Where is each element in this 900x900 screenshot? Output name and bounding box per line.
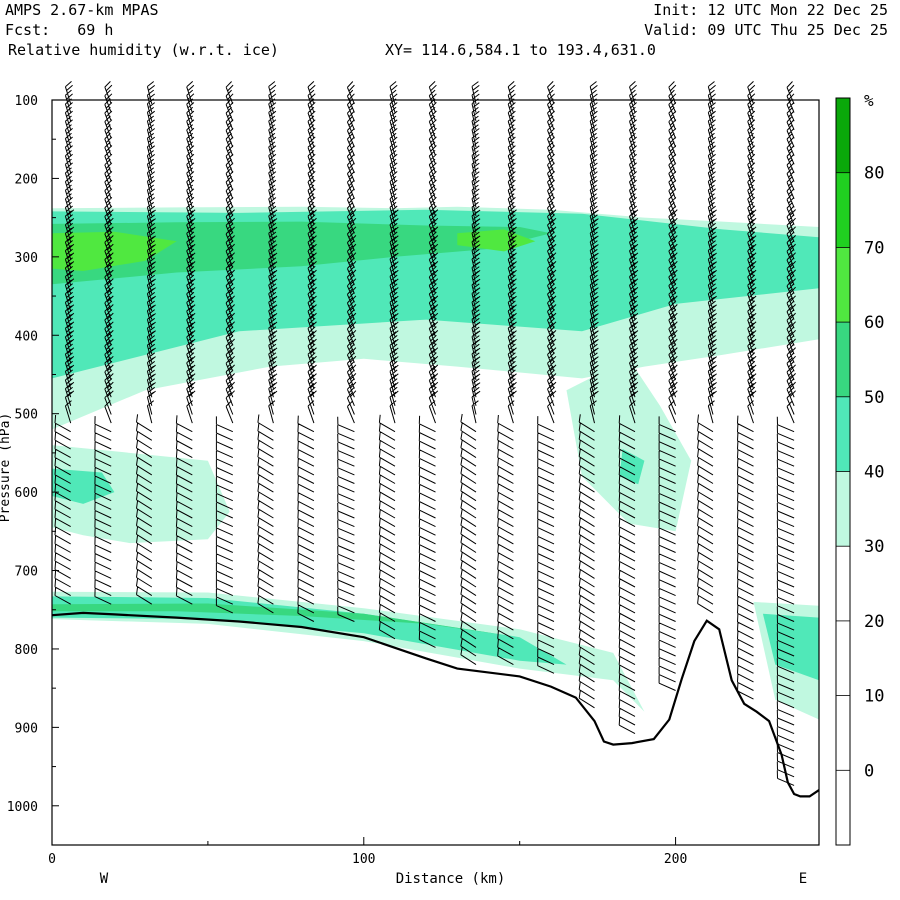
rh-region-70 — [457, 229, 536, 252]
x-axis-label: Distance (km) — [396, 871, 506, 887]
east-label: E — [799, 871, 807, 887]
wind-barb-column — [737, 81, 757, 700]
colorbar-unit: % — [864, 91, 874, 110]
rh-region-70 — [52, 231, 177, 271]
wind-barb-column — [94, 81, 114, 605]
colorbar-swatch — [836, 546, 850, 621]
colorbar-label: 30 — [864, 537, 884, 557]
colorbar-swatch — [836, 98, 850, 173]
wind-barb-column — [697, 81, 717, 614]
xy-range: XY= 114.6,584.1 to 193.4,631.0 — [385, 41, 656, 59]
wind-profile — [297, 81, 317, 622]
colorbar: 0 10 20 30 40 50 60 70 80% — [835, 91, 884, 846]
y-tick-label: 100 — [15, 94, 38, 109]
y-axis-label: Pressure (hPa) — [0, 413, 13, 523]
colorbar-swatch — [836, 620, 850, 696]
wind-profile — [658, 81, 678, 691]
wind-profile — [497, 81, 517, 666]
x-tick-label: 0 — [48, 852, 56, 867]
rh-region-40 — [566, 358, 692, 532]
y-tick-label: 900 — [15, 721, 38, 736]
wind-barb-column — [136, 81, 156, 605]
colorbar-label: 50 — [864, 388, 884, 408]
wind-barb-column — [378, 81, 399, 640]
y-tick-label: 700 — [15, 565, 38, 580]
wind-profile — [257, 81, 278, 614]
wind-barb-column — [658, 81, 678, 691]
wind-barb-column — [776, 81, 796, 786]
colorbar-swatch — [836, 396, 850, 472]
axes: 100 200 300 400 500 600 700 800 900 1000 0 100 200 Di… — [0, 94, 807, 887]
colorbar-label: 80 — [864, 164, 884, 184]
wind-profile — [618, 81, 639, 735]
valid-time: Valid: 09 UTC Thu 25 Dec 25 — [644, 21, 888, 39]
terrain-line — [51, 611, 820, 798]
y-tick-label: 600 — [15, 486, 38, 501]
wind-barb-column — [418, 81, 439, 648]
colorbar-label: 40 — [864, 463, 884, 483]
wind-barb-column — [497, 81, 517, 666]
colorbar-label: 70 — [864, 238, 884, 258]
colorbar-swatch — [836, 770, 850, 845]
wind-profile — [537, 81, 557, 674]
wind-barb-column — [297, 81, 317, 622]
wind-barb-column — [175, 81, 196, 605]
wind-barb-column — [54, 81, 75, 605]
wind-profile — [94, 81, 114, 605]
rh-shading — [52, 206, 819, 720]
wind-barbs — [54, 81, 796, 786]
colorbar-label: 60 — [864, 313, 884, 333]
colorbar-swatch — [836, 322, 850, 397]
rh-region-60 — [52, 221, 551, 285]
x-tick-label: 100 — [352, 852, 375, 867]
rh-region-60 — [52, 603, 520, 638]
rh-region-50 — [619, 449, 645, 485]
forecast-hour: Fcst: 69 h — [5, 21, 114, 39]
wind-profile — [378, 81, 399, 640]
wind-barb-column — [215, 81, 235, 614]
west-label: W — [100, 871, 109, 887]
wind-profile — [697, 81, 717, 614]
wind-profile — [737, 81, 757, 700]
wind-profile — [460, 81, 481, 666]
wind-profile — [215, 81, 235, 614]
y-tick-label: 300 — [15, 251, 38, 266]
y-tick-label: 1000 — [7, 800, 38, 815]
colorbar-label: 0 — [864, 761, 874, 781]
wind-profile — [54, 81, 75, 605]
y-tick-label: 800 — [15, 643, 38, 658]
colorbar-swatch — [836, 471, 850, 547]
colorbar-label: 10 — [864, 687, 884, 707]
wind-barb-column — [618, 81, 639, 735]
x-tick-label: 200 — [664, 852, 687, 867]
wind-profile — [776, 81, 796, 786]
wind-profile — [337, 81, 357, 622]
wind-barb-column — [257, 81, 278, 614]
rh-region-40 — [52, 591, 645, 712]
y-tick-label: 200 — [15, 172, 38, 187]
colorbar-swatch — [836, 172, 850, 248]
colorbar-label: 20 — [864, 612, 884, 632]
rh-region-50 — [762, 613, 819, 681]
wind-profile — [175, 81, 196, 605]
y-tick-label: 400 — [15, 329, 38, 344]
wind-barb-column — [537, 81, 557, 674]
model-title: AMPS 2.67-km MPAS — [5, 1, 159, 19]
rh-region-50 — [52, 596, 567, 665]
y-tick-label: 500 — [15, 408, 38, 423]
colorbar-swatch — [836, 247, 850, 323]
init-time: Init: 12 UTC Mon 22 Dec 25 — [653, 1, 888, 19]
wind-profile — [418, 81, 439, 648]
wind-barb-column — [460, 81, 481, 666]
wind-barb-column — [337, 81, 357, 622]
wind-profile — [136, 81, 156, 605]
wind-profile — [578, 81, 599, 709]
colorbar-swatch — [836, 695, 850, 771]
field-title: Relative humidity (w.r.t. ice) — [8, 41, 279, 59]
wind-barb-column — [578, 81, 599, 709]
plot-frame — [51, 99, 820, 846]
